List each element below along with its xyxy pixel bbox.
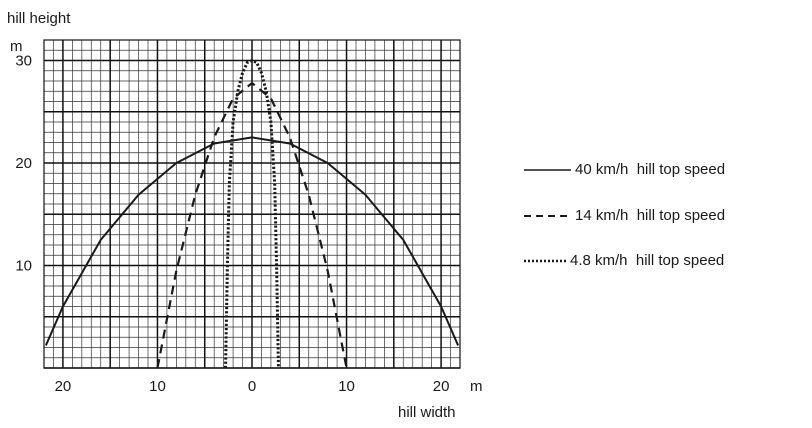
x-tick-label: 0 [248, 378, 256, 395]
plot-frame [43, 39, 461, 369]
series-line-dashed [156, 81, 348, 369]
x-axis-unit: m [470, 378, 483, 395]
y-axis-label: hill height [7, 10, 71, 27]
x-tick-label: 10 [149, 378, 166, 395]
series-layer [44, 59, 460, 369]
series-line-dotted [224, 59, 280, 369]
legend-label-solid: 40 km/h hill top speed [575, 161, 725, 178]
y-tick-label: 10 [15, 258, 32, 275]
legend-label-dashed: 14 km/h hill top speed [575, 207, 725, 224]
y-tick-label: 20 [15, 155, 32, 172]
x-tick-label: 20 [433, 378, 450, 395]
ticks-layer: 20 10 0 10 20 10 20 30 [15, 53, 449, 396]
y-axis-unit: m [10, 38, 23, 55]
legend: 40 km/h hill top speed 14 km/h hill top … [524, 161, 725, 269]
x-tick-label: 20 [55, 378, 72, 395]
series-line-solid [44, 136, 460, 346]
y-tick-label: 30 [15, 53, 32, 70]
x-tick-label: 10 [338, 378, 355, 395]
legend-label-dotted: 4.8 km/h hill top speed [570, 252, 724, 269]
x-axis-label: hill width [398, 404, 456, 421]
